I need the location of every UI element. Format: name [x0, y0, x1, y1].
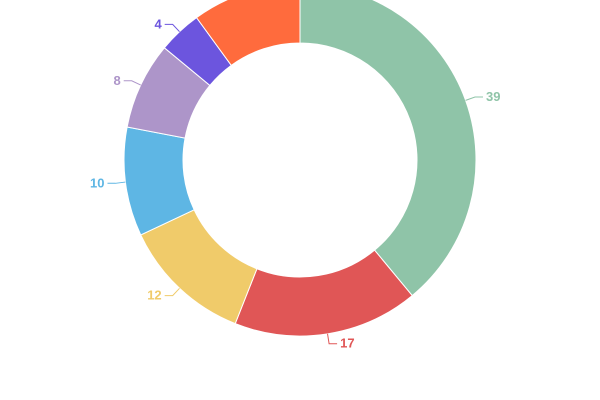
leader-line-3	[107, 181, 126, 184]
donut-slice-6[interactable]	[195, 0, 301, 67]
data-label-3: 10	[90, 175, 104, 190]
leader-line-5	[164, 23, 180, 33]
leader-line-2	[164, 287, 180, 297]
leader-line-0	[465, 96, 484, 101]
donut-slice-1[interactable]	[234, 249, 413, 337]
leader-line-1	[327, 333, 338, 345]
leader-line-4	[123, 80, 141, 86]
data-label-1: 17	[340, 336, 354, 351]
data-label-4: 8	[113, 73, 120, 88]
label-leader-lines	[107, 23, 484, 345]
data-label-5: 4	[154, 16, 162, 31]
data-labels: 39 17 12 10 8 4	[90, 16, 500, 350]
data-label-0: 39	[486, 89, 500, 104]
donut-slices	[123, 0, 477, 337]
data-label-2: 12	[147, 288, 161, 303]
donut-slice-0[interactable]	[299, 0, 477, 297]
